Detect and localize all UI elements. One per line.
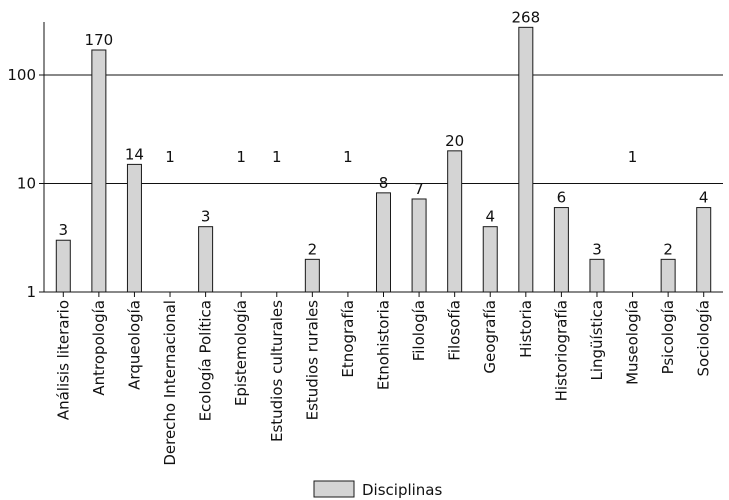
bars — [55, 26, 712, 293]
legend-swatch — [313, 480, 355, 498]
bar — [126, 163, 142, 293]
axes: 1 10 100 Análisis literario Antropología Arqu… — [7, 22, 723, 466]
data-label: 4 — [485, 208, 495, 226]
bar — [55, 239, 71, 293]
category-label: Etnografía — [339, 300, 357, 378]
data-label: 14 — [125, 145, 144, 163]
data-label: 268 — [511, 8, 540, 26]
category-label: Museología — [624, 300, 642, 385]
y-tick-label: 10 — [17, 175, 36, 193]
y-tick-label: 1 — [26, 283, 36, 301]
category-label: Etnohistoria — [375, 300, 393, 390]
bar — [553, 207, 569, 293]
data-labels: 3 170 14 1 3 1 1 2 1 8 7 20 4 268 6 3 1 2 4 — [59, 8, 709, 258]
category-label: Antropología — [90, 300, 108, 396]
category-label: Arqueología — [125, 300, 143, 390]
legend-label: Disciplinas — [362, 481, 443, 499]
category-label: Filosofía — [446, 300, 464, 361]
legend: Disciplinas — [313, 480, 443, 499]
data-label: 3 — [201, 208, 211, 226]
data-label: 6 — [557, 189, 567, 207]
data-label: 2 — [308, 240, 318, 258]
bar — [304, 258, 320, 293]
bar — [91, 49, 107, 293]
bar — [696, 207, 712, 293]
category-label: Epistemología — [232, 300, 250, 406]
category-label: Historia — [517, 300, 535, 358]
category-label: Estudios culturales — [268, 300, 286, 442]
bar — [411, 198, 427, 293]
data-label: 20 — [445, 132, 464, 150]
category-label: Psicología — [659, 300, 677, 374]
category-label: Sociología — [695, 300, 713, 377]
bar — [518, 26, 534, 293]
data-label: 3 — [59, 221, 69, 239]
category-label: Derecho Internacional — [161, 300, 179, 466]
data-label: 1 — [628, 148, 638, 166]
data-label: 8 — [379, 174, 389, 192]
category-label: Análisis literario — [54, 300, 72, 420]
data-label: 1 — [236, 148, 246, 166]
y-tick-label: 100 — [7, 66, 36, 84]
data-label: 2 — [663, 240, 673, 258]
bar — [482, 226, 498, 293]
data-label: 3 — [592, 240, 602, 258]
data-label: 7 — [414, 180, 424, 198]
category-label: Lingüística — [588, 300, 606, 381]
category-label: Ecología Política — [197, 300, 215, 421]
category-label: Historiografía — [552, 300, 570, 401]
gridlines — [44, 74, 723, 184]
bar — [660, 258, 676, 293]
data-label: 170 — [85, 31, 114, 49]
bar — [589, 258, 605, 293]
bar — [198, 226, 214, 293]
category-label: Estudios rurales — [303, 300, 321, 421]
data-label: 4 — [699, 189, 709, 207]
data-label: 1 — [272, 148, 282, 166]
bar — [376, 192, 391, 293]
bar — [447, 150, 463, 293]
data-label: 1 — [343, 148, 353, 166]
category-label: Geografía — [481, 300, 499, 374]
category-label: Filología — [410, 300, 428, 361]
data-label: 1 — [165, 148, 175, 166]
